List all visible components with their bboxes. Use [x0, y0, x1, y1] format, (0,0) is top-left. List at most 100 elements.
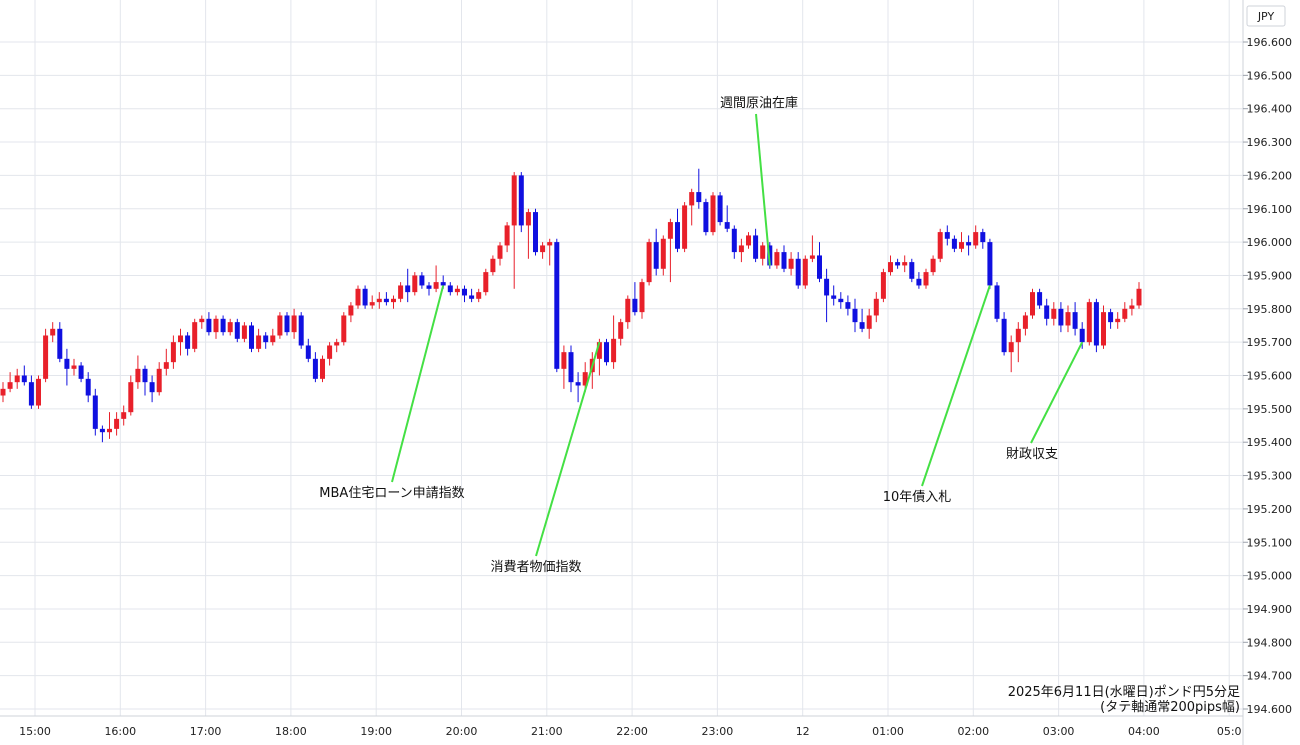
candle-body [185, 335, 191, 349]
candle-body [568, 352, 574, 383]
candle-body [1065, 312, 1071, 326]
currency-label: JPY [1257, 10, 1275, 23]
candle [256, 328, 262, 353]
candle-body [256, 335, 262, 349]
candle [866, 308, 872, 339]
candle-body [241, 325, 247, 339]
candle-body [909, 262, 915, 279]
candle-body [1079, 328, 1085, 343]
candle-body [391, 298, 396, 303]
candle-body [611, 338, 617, 363]
candle [1008, 335, 1014, 373]
candle-body [760, 245, 766, 259]
candle-body [632, 298, 638, 313]
candle-body [1015, 328, 1021, 343]
candle-body [824, 278, 830, 296]
candle [398, 282, 404, 303]
candle-body [880, 272, 886, 299]
candle-body [710, 195, 716, 233]
candle-body [703, 202, 709, 233]
candle [21, 365, 27, 386]
candle [639, 278, 645, 319]
candle [547, 238, 553, 266]
candle [462, 285, 467, 303]
candle-body [625, 298, 631, 323]
candle [277, 312, 283, 339]
y-tick-label: 196.600 [1247, 36, 1293, 49]
y-tick-label: 196.000 [1247, 236, 1293, 249]
x-tick-label: 23:00 [702, 725, 734, 738]
candle-body [334, 342, 340, 346]
candle-body [305, 345, 311, 359]
x-tick-label: 15:00 [19, 725, 51, 738]
y-tick-label: 196.500 [1247, 69, 1293, 82]
x-tick-label: 03:00 [1043, 725, 1075, 738]
candle [1122, 302, 1128, 323]
candle-body [497, 245, 503, 259]
candle [320, 355, 325, 383]
candle-body [951, 238, 957, 249]
candle-body [0, 388, 6, 396]
candle-body [376, 298, 382, 303]
candle [43, 328, 49, 383]
candle [1136, 282, 1142, 309]
candle-body [838, 298, 844, 303]
candle [802, 255, 808, 289]
candle [753, 228, 759, 263]
annotation-label: MBA住宅ローン申請指数 [319, 486, 464, 501]
price-axis-panel[interactable] [1243, 0, 1300, 745]
y-tick-label: 195.500 [1247, 403, 1293, 416]
candle [966, 235, 972, 256]
candle [334, 338, 340, 353]
candle-body [469, 295, 475, 299]
candle-body [966, 242, 972, 246]
candle-body [263, 335, 269, 343]
candle [156, 362, 162, 396]
candle [412, 272, 418, 296]
candle-body [525, 212, 531, 226]
y-tick-label: 195.800 [1247, 303, 1293, 316]
candle-body [817, 255, 822, 279]
candle [660, 235, 666, 276]
candle-body [959, 242, 964, 249]
candle-body [85, 378, 91, 396]
candle [525, 208, 531, 259]
candle [930, 255, 936, 276]
candle [1079, 322, 1085, 349]
candle [213, 315, 219, 339]
candle-body [895, 262, 901, 266]
candle [944, 225, 950, 246]
candle [880, 268, 886, 303]
candle-body [355, 288, 361, 306]
candle [369, 295, 375, 309]
candle [703, 198, 709, 236]
candle [845, 295, 851, 316]
candle-body [440, 282, 446, 286]
candle-body [682, 205, 688, 249]
candle [760, 242, 766, 266]
candle-body [1008, 342, 1014, 353]
candle [504, 222, 510, 253]
candle-body [156, 368, 162, 393]
candle [781, 245, 787, 273]
x-tick-label: 20:00 [446, 725, 478, 738]
candle-body [107, 428, 112, 433]
candle [604, 338, 609, 366]
candle-body [873, 298, 879, 316]
x-tick-label: 22:00 [616, 725, 648, 738]
candle-body [234, 322, 240, 339]
x-tick-label: 16:00 [104, 725, 136, 738]
event-annotation: 週間原油在庫 [720, 96, 798, 266]
candle [14, 368, 20, 389]
candle-body [902, 262, 908, 266]
candle [476, 288, 482, 303]
candle [618, 318, 624, 346]
candle-body [28, 382, 34, 406]
candle [135, 355, 141, 389]
candle-body [412, 275, 418, 293]
candle-body [724, 222, 730, 229]
candle [121, 405, 127, 426]
candle-body [561, 352, 567, 369]
candle [774, 248, 780, 269]
